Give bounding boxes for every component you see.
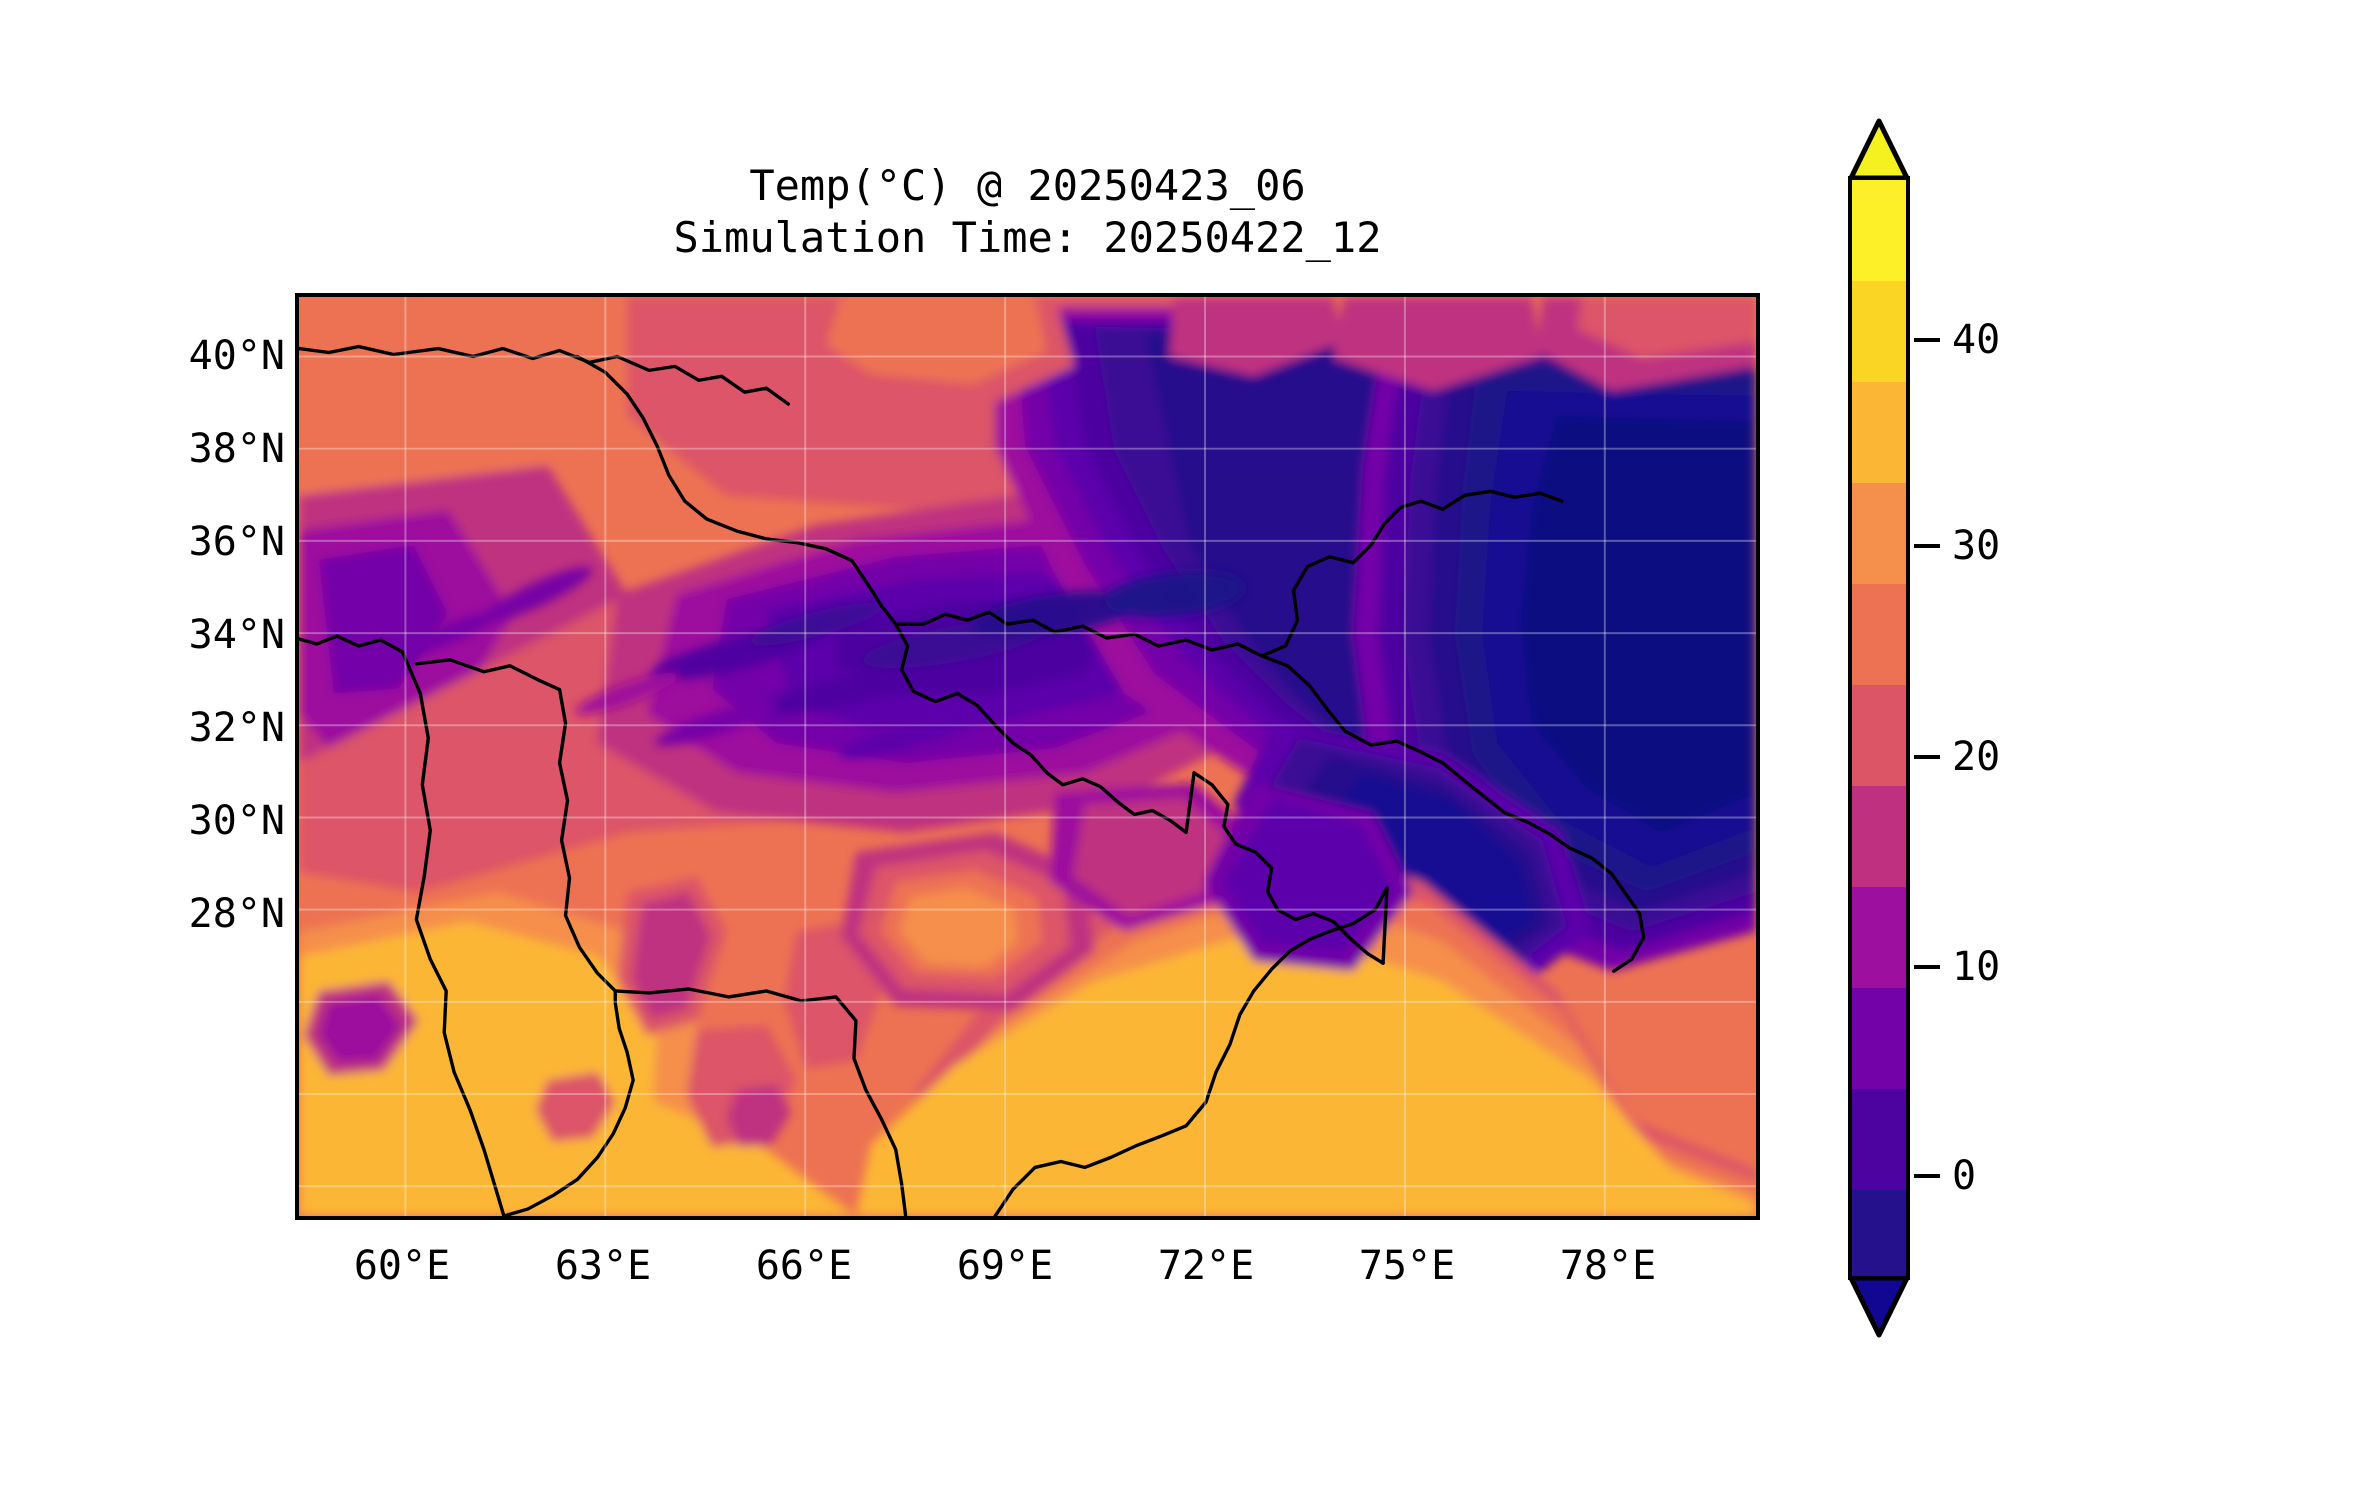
- title-line-1: Temp(°C) @ 20250423_06: [749, 161, 1306, 210]
- colorbar-band: [1852, 1089, 1906, 1190]
- colorbar-band: [1852, 180, 1906, 281]
- colorbar-band: [1852, 988, 1906, 1089]
- colorbar-band: [1852, 483, 1906, 584]
- colorbar-tick-label: 0: [1952, 1153, 1977, 1199]
- ytick-label: 40°N: [188, 333, 285, 379]
- colorbar-band: [1852, 281, 1906, 382]
- ytick-label: 38°N: [188, 426, 285, 472]
- ytick-label: 30°N: [188, 798, 285, 844]
- xtick-label: 78°E: [1559, 1243, 1657, 1289]
- colorbar-tick: [1914, 965, 1940, 969]
- colorbar-tick-label: 10: [1952, 944, 2001, 990]
- chart-title: Temp(°C) @ 20250423_06 Simulation Time: …: [295, 160, 1760, 264]
- ytick-label: 28°N: [188, 891, 285, 937]
- colorbar-band: [1852, 584, 1906, 685]
- title-line-2: Simulation Time: 20250422_12: [673, 213, 1382, 263]
- colorbar-band: [1852, 786, 1906, 887]
- colorbar-band: [1852, 887, 1906, 988]
- colorbar: 40 30 20 10 0: [1848, 118, 2000, 1338]
- colorbar-band: [1852, 382, 1906, 483]
- colorbar-tick-label: 40: [1952, 317, 2001, 363]
- map-axes: [295, 293, 1760, 1220]
- colorbar-tick: [1914, 1174, 1940, 1178]
- xtick-label: 66°E: [755, 1243, 853, 1289]
- colorbar-over-arrow: [1848, 118, 1910, 180]
- colorbar-band: [1852, 685, 1906, 786]
- colorbar-tick: [1914, 544, 1940, 548]
- xtick-label: 60°E: [353, 1243, 451, 1289]
- xtick-label: 75°E: [1358, 1243, 1456, 1289]
- ytick-label: 34°N: [188, 612, 285, 658]
- colorbar-tick-label: 30: [1952, 523, 2001, 569]
- xtick-label: 72°E: [1157, 1243, 1255, 1289]
- ytick-label: 32°N: [188, 705, 285, 751]
- xtick-label: 69°E: [956, 1243, 1054, 1289]
- xtick-label: 63°E: [554, 1243, 652, 1289]
- colorbar-tick-label: 20: [1952, 734, 2001, 780]
- ytick-label: 36°N: [188, 519, 285, 565]
- colorbar-band: [1852, 1190, 1906, 1276]
- temperature-contour-map: [299, 297, 1756, 1216]
- country-borders: [299, 344, 1646, 1216]
- colorbar-tick: [1914, 755, 1940, 759]
- colorbar-tick: [1914, 338, 1940, 342]
- map-gridlines: [299, 297, 1756, 1216]
- colorbar-under-arrow: [1848, 1276, 1910, 1338]
- colorbar-gradient: [1848, 176, 1910, 1280]
